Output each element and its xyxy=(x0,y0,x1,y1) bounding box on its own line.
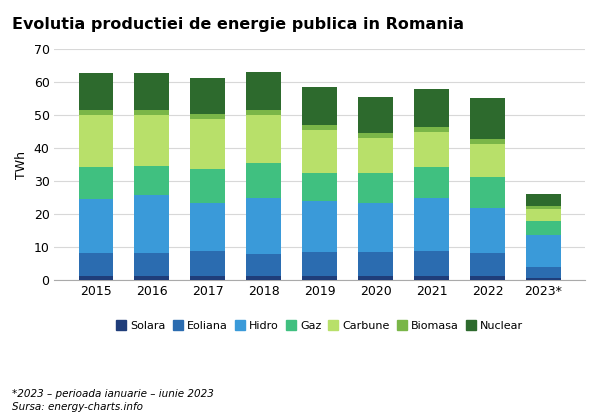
Text: Evolutia productiei de energie publica in Romania: Evolutia productiei de energie publica i… xyxy=(12,17,464,32)
Bar xyxy=(190,114,225,119)
Bar xyxy=(190,203,225,251)
Bar xyxy=(247,115,281,163)
Bar xyxy=(302,87,337,125)
Bar xyxy=(79,167,113,199)
Bar xyxy=(470,139,505,144)
Bar xyxy=(302,130,337,173)
Bar xyxy=(526,209,561,220)
Bar xyxy=(358,134,393,139)
Bar xyxy=(470,177,505,208)
Bar xyxy=(470,144,505,177)
Bar xyxy=(79,199,113,253)
Bar xyxy=(190,276,225,280)
Bar xyxy=(470,276,505,280)
Bar xyxy=(526,278,561,280)
Bar xyxy=(414,167,449,198)
Bar xyxy=(79,276,113,280)
Bar xyxy=(134,196,169,253)
Bar xyxy=(134,166,169,196)
Bar xyxy=(79,253,113,276)
Bar xyxy=(247,72,281,110)
Bar xyxy=(358,173,393,203)
Bar xyxy=(470,208,505,253)
Bar xyxy=(134,276,169,280)
Bar xyxy=(414,198,449,251)
Bar xyxy=(358,139,393,173)
Legend: Solara, Eoliana, Hidro, Gaz, Carbune, Biomasa, Nuclear: Solara, Eoliana, Hidro, Gaz, Carbune, Bi… xyxy=(112,316,527,335)
Bar xyxy=(414,89,449,127)
Text: *2023 – perioada ianuarie – iunie 2023: *2023 – perioada ianuarie – iunie 2023 xyxy=(12,389,214,399)
Bar xyxy=(526,235,561,267)
Bar xyxy=(470,98,505,139)
Bar xyxy=(414,127,449,132)
Bar xyxy=(414,251,449,276)
Bar xyxy=(358,203,393,253)
Bar xyxy=(470,253,505,276)
Bar xyxy=(526,267,561,278)
Bar xyxy=(526,194,561,206)
Text: Sursa: energy-charts.info: Sursa: energy-charts.info xyxy=(12,402,143,412)
Y-axis label: TWh: TWh xyxy=(15,151,28,179)
Bar xyxy=(414,276,449,280)
Bar xyxy=(190,169,225,203)
Bar xyxy=(414,132,449,167)
Bar xyxy=(302,201,337,253)
Bar xyxy=(526,220,561,235)
Bar xyxy=(134,114,169,166)
Bar xyxy=(302,125,337,130)
Bar xyxy=(79,114,113,167)
Bar xyxy=(134,253,169,276)
Bar xyxy=(247,198,281,254)
Bar xyxy=(134,109,169,114)
Bar xyxy=(358,253,393,276)
Bar xyxy=(247,276,281,280)
Bar xyxy=(358,97,393,134)
Bar xyxy=(190,251,225,276)
Bar xyxy=(190,119,225,169)
Bar xyxy=(358,276,393,280)
Bar xyxy=(134,73,169,109)
Bar xyxy=(79,109,113,114)
Bar xyxy=(302,173,337,201)
Bar xyxy=(302,276,337,280)
Bar xyxy=(247,163,281,198)
Bar xyxy=(302,253,337,276)
Bar xyxy=(79,72,113,109)
Bar xyxy=(190,78,225,114)
Bar xyxy=(247,254,281,276)
Bar xyxy=(526,206,561,209)
Bar xyxy=(247,110,281,115)
